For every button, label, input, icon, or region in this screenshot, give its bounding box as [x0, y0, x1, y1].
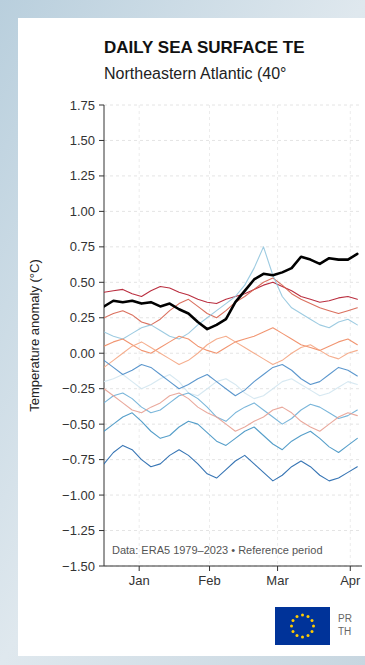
series-line	[104, 247, 357, 339]
y-tick-label: −1.50	[62, 559, 95, 574]
y-tick	[99, 317, 104, 318]
series-line	[104, 413, 357, 453]
series-line	[104, 278, 357, 325]
y-tick	[99, 211, 104, 212]
highlight-line	[104, 254, 357, 329]
x-grid-line	[350, 105, 351, 566]
y-tick-label: 0.00	[70, 346, 95, 361]
footer-text: TH	[338, 626, 351, 637]
y-tick-label: 0.75	[70, 239, 95, 254]
x-tick	[350, 566, 351, 571]
y-grid-line	[104, 246, 362, 247]
y-tick	[99, 105, 104, 106]
card	[18, 18, 365, 656]
y-tick	[99, 388, 104, 389]
y-tick	[99, 140, 104, 141]
x-grid-line	[139, 105, 140, 566]
x-grid-line	[209, 105, 210, 566]
eu-star	[311, 619, 314, 622]
grid	[104, 105, 362, 566]
eu-star	[301, 636, 304, 639]
y-tick	[99, 282, 104, 283]
series-line	[104, 389, 357, 432]
y-tick	[99, 530, 104, 531]
title: DAILY SEA SURFACE TE	[104, 38, 305, 57]
y-tick-label: −0.25	[62, 381, 95, 396]
y-tick	[99, 175, 104, 176]
eu-star	[291, 630, 294, 633]
page: {"chart_data": { "type": "line", "title"…	[0, 0, 365, 665]
y-tick-label: 1.50	[70, 133, 95, 148]
y-axis-label: Temperature anomaly (°C)	[27, 259, 42, 412]
y-tick-label: −1.25	[62, 523, 95, 538]
eu-star	[311, 630, 314, 633]
x-tick-label: Feb	[198, 573, 220, 588]
y-tick	[99, 424, 104, 425]
eu-star	[312, 625, 315, 628]
y-tick-label: 1.25	[70, 168, 95, 183]
y-grid-line	[104, 140, 362, 141]
y-grid-line	[104, 317, 362, 318]
x-tick	[139, 566, 140, 571]
y-grid-line	[104, 566, 362, 567]
y-tick-label: −0.50	[62, 417, 95, 432]
chart-svg: DAILY SEA SURFACE TE Northeastern Atlanti…	[0, 0, 365, 665]
eu-star	[290, 625, 293, 628]
y-grid-line	[104, 530, 362, 531]
eu-star	[291, 619, 294, 622]
y-axis	[104, 105, 105, 566]
series-group	[104, 247, 357, 481]
eu-star	[307, 615, 310, 618]
series-line	[104, 393, 357, 424]
x-axis	[104, 566, 362, 567]
y-tick-label: −0.75	[62, 452, 95, 467]
x-tick	[277, 566, 278, 571]
y-tick	[99, 495, 104, 496]
y-tick	[99, 459, 104, 460]
y-tick	[99, 566, 104, 567]
series-line	[104, 328, 357, 354]
x-tick-label: Jan	[129, 573, 150, 588]
series-line	[104, 445, 357, 480]
x-grid-line	[277, 105, 278, 566]
footer-text: PR	[338, 613, 352, 624]
eu-star	[301, 614, 304, 617]
subtitle: Northeastern Atlantic (40°	[104, 65, 287, 82]
y-grid-line	[104, 105, 362, 106]
eu-star	[296, 634, 299, 637]
series-line	[104, 336, 357, 367]
y-tick-label: 0.50	[70, 275, 95, 290]
eu-star	[307, 634, 310, 637]
series-line	[104, 360, 357, 395]
x-tick-label: Apr	[340, 573, 361, 588]
y-grid-line	[104, 175, 362, 176]
y-grid-line	[104, 282, 362, 283]
y-tick	[99, 246, 104, 247]
y-tick-label: 1.75	[70, 98, 95, 113]
y-tick-label: 0.25	[70, 310, 95, 325]
eu-flag	[275, 607, 330, 645]
annotation: Data: ERA5 1979–2023 • Reference period	[112, 544, 323, 556]
y-grid-line	[104, 495, 362, 496]
x-tick	[209, 566, 210, 571]
eu-star	[296, 615, 299, 618]
x-tick-label: Mar	[266, 573, 289, 588]
y-tick	[99, 353, 104, 354]
y-tick-label: −1.00	[62, 488, 95, 503]
background	[0, 0, 365, 665]
y-tick-label: 1.00	[70, 204, 95, 219]
y-grid-line	[104, 424, 362, 425]
y-grid-line	[104, 211, 362, 212]
series-line	[104, 375, 357, 399]
